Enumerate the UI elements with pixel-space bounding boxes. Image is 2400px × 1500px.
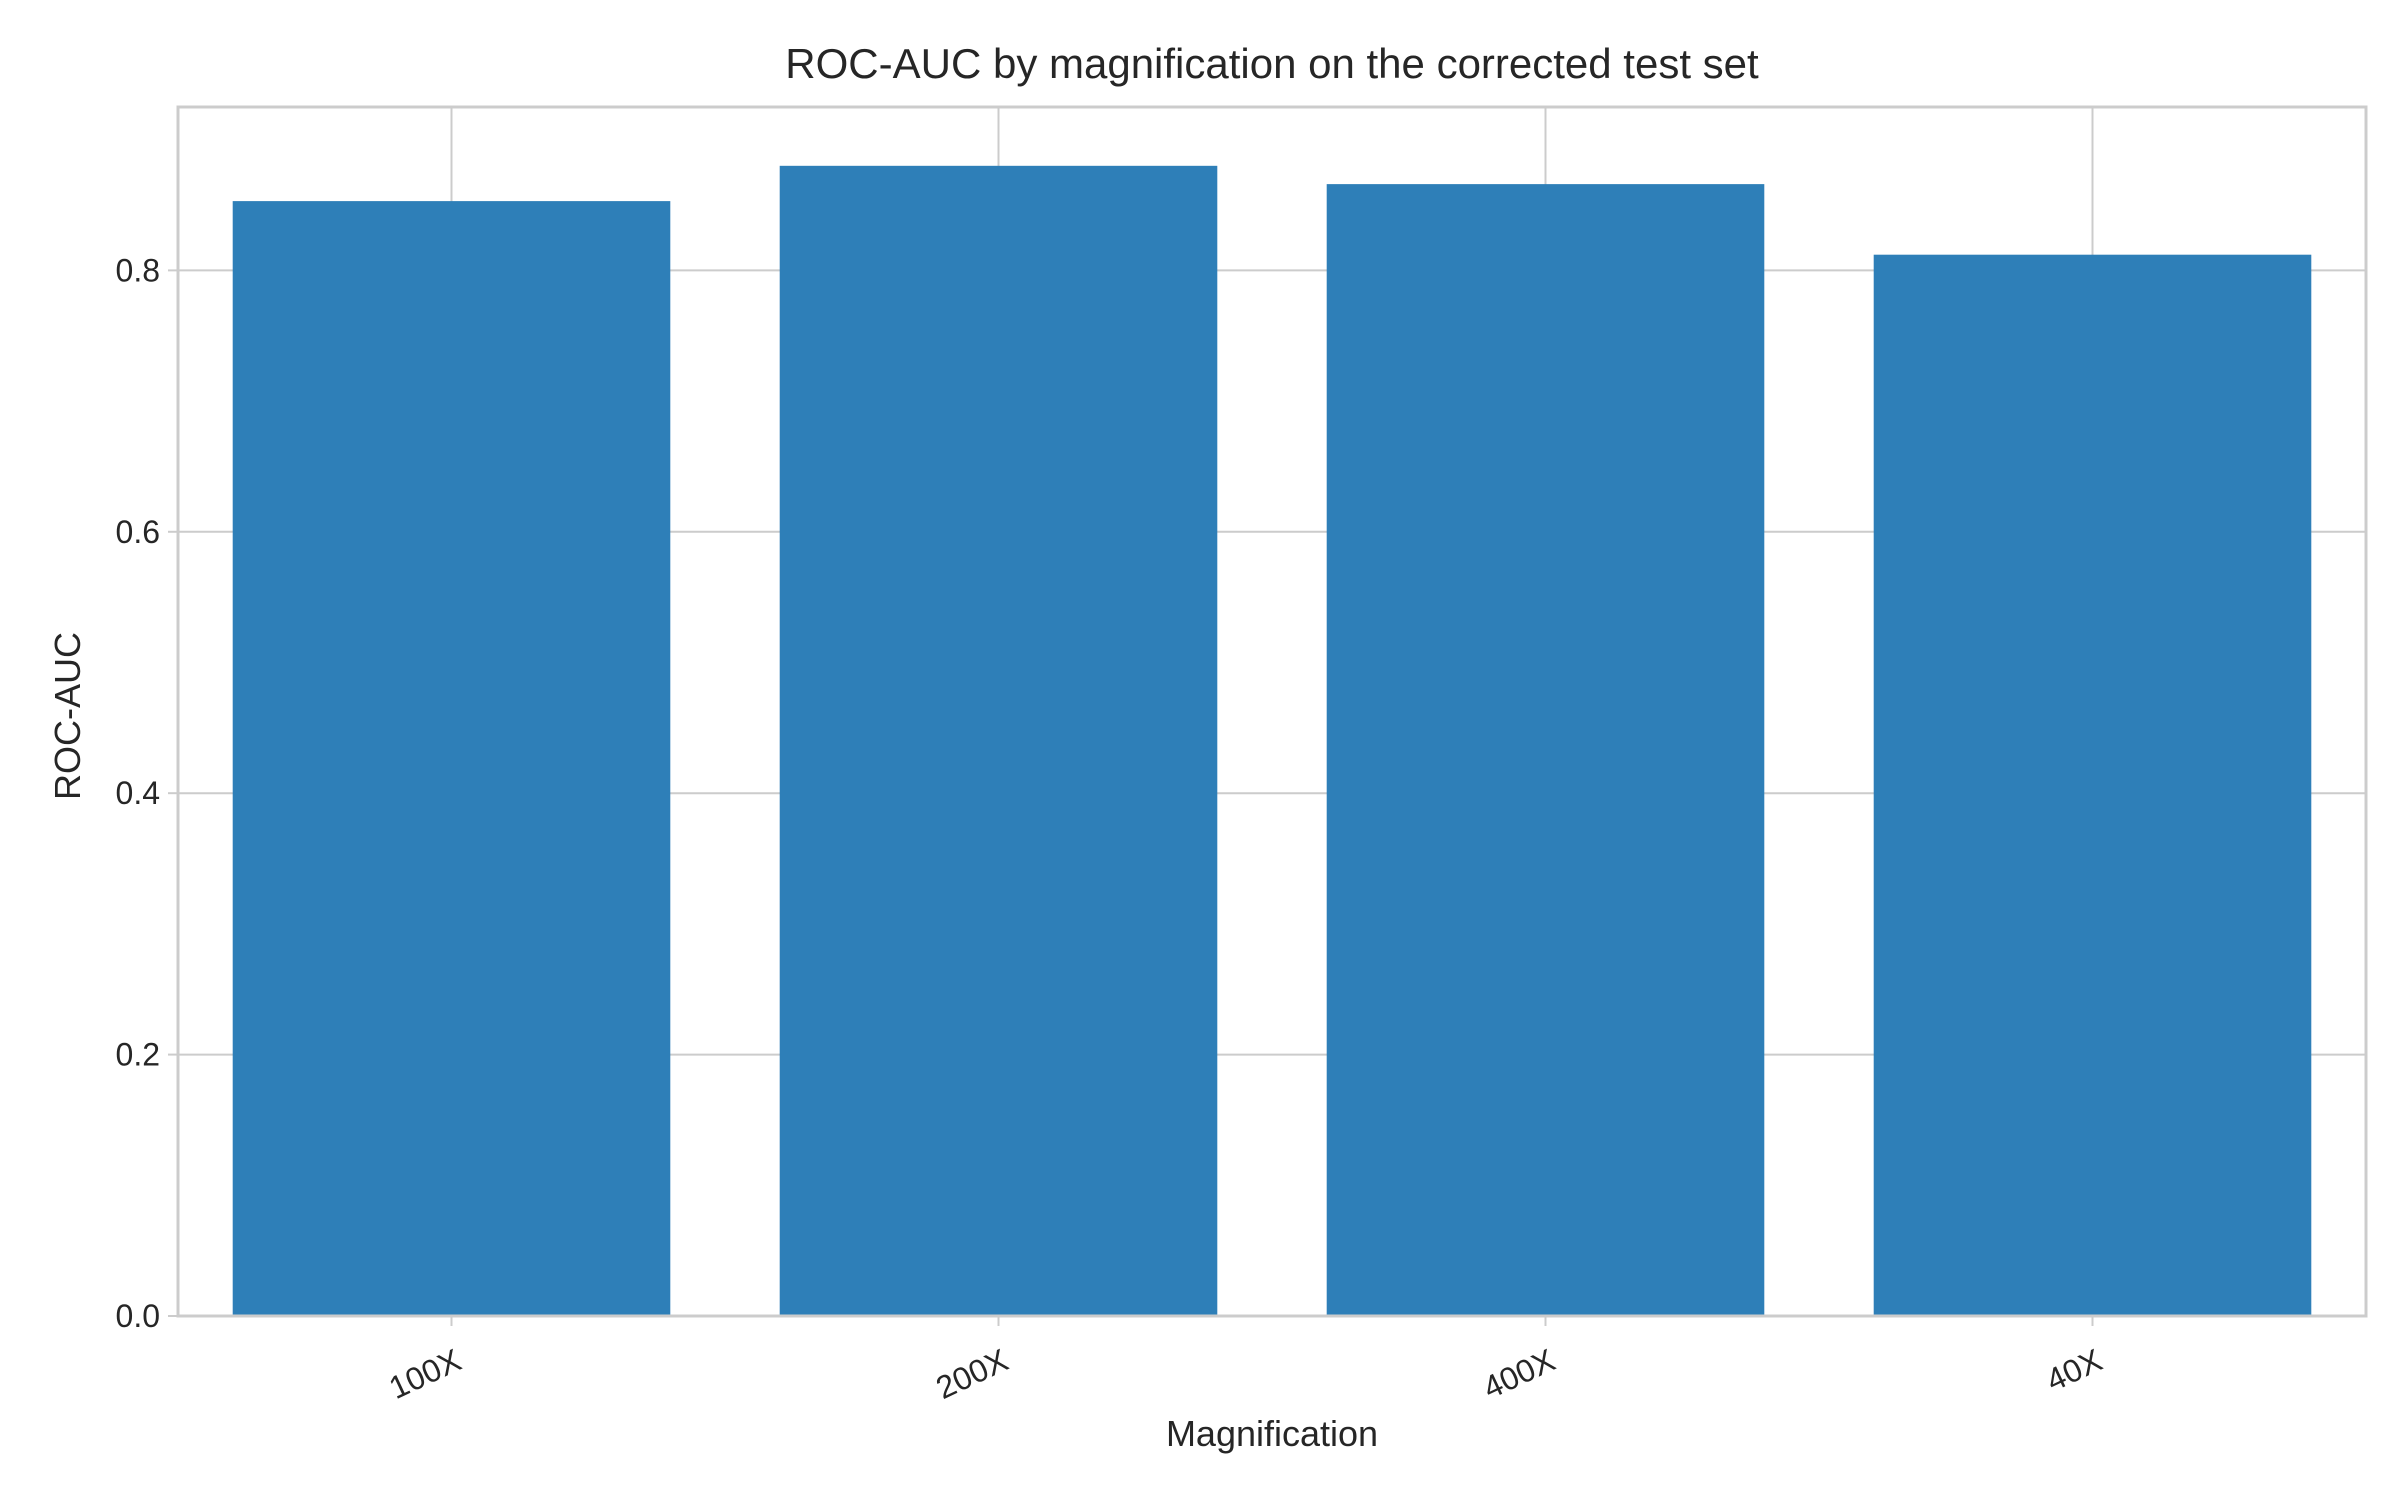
y-axis-label: ROC-AUC [47,632,88,800]
y-tick-label: 0.8 [116,252,160,288]
y-tick-label: 0.6 [116,514,160,550]
x-axis-label: Magnification [1166,1413,1378,1454]
x-tick-label: 40X [2041,1342,2108,1399]
bar-100x [232,201,671,1316]
y-axis-ticks: 0.0 0.2 0.4 0.6 0.8 [116,252,178,1334]
chart-title: ROC-AUC by magnification on the correcte… [785,40,1759,87]
bar-40x [1873,254,2312,1316]
bars [232,165,2312,1317]
x-tick-label: 100X [384,1342,467,1406]
x-axis-ticks: 100X 200X 400X 40X [384,1316,2108,1406]
y-tick-label: 0.2 [116,1037,160,1073]
bar-200x [779,165,1218,1317]
y-tick-label: 0.4 [116,775,160,811]
bar-400x [1326,184,1765,1316]
y-tick-label: 0.0 [116,1298,160,1334]
x-tick-label: 400X [1478,1342,1561,1406]
plot-frame [176,105,2368,1318]
x-tick-label: 200X [931,1342,1014,1406]
